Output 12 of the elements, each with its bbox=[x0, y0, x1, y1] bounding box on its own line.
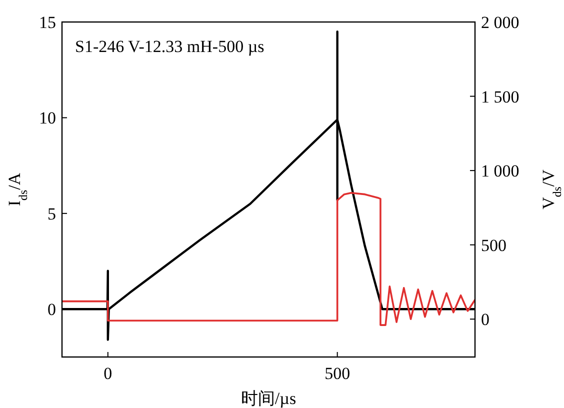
y2-tick-label: 1 000 bbox=[481, 162, 520, 181]
y2-tick-label: 1 500 bbox=[481, 87, 520, 106]
y-tick-label: 5 bbox=[48, 204, 56, 224]
y-tick-label: 0 bbox=[48, 300, 56, 320]
line-series bbox=[62, 192, 475, 326]
annotation: S1-246 V-12.33 mH-500 µs bbox=[75, 37, 264, 56]
y2-tick-label: 2 000 bbox=[481, 13, 520, 32]
y2-tick-label: 500 bbox=[481, 236, 506, 255]
y-tick-label: 10 bbox=[39, 108, 56, 128]
y2-tick-label: 0 bbox=[481, 310, 490, 330]
x-axis-title: 时间/µs bbox=[240, 389, 296, 408]
y-tick-label: 15 bbox=[39, 13, 56, 32]
